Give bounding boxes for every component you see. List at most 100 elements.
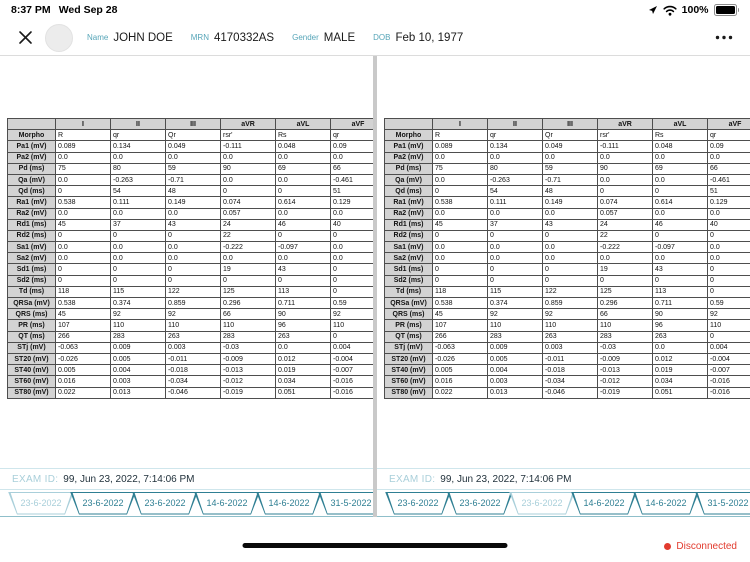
row-label: QRSa (mV) (384, 296, 433, 310)
table-cell: -0.046 (542, 386, 598, 399)
table-row: Sa2 (mV) 0.0 0.0 0.0 0.0 0.0 0.0 (384, 252, 750, 265)
tab-date-label: 14-6-2022 (206, 498, 248, 508)
exam-date-tab[interactable]: 31-5-2022 (318, 492, 373, 515)
exam-date-tab[interactable]: 14-6-2022 (571, 492, 637, 515)
row-label: Ra2 (mV) (384, 207, 433, 220)
row-label: Qd (ms) (7, 185, 56, 198)
exam-date-tab[interactable]: 14-6-2022 (194, 492, 260, 515)
table-cell: -0.03 (597, 341, 653, 354)
table-row: Pa2 (mV) 0.0 0.0 0.0 0.0 0.0 0.0 (384, 151, 750, 164)
table-cell: 0.0 (110, 151, 166, 164)
table-cell: 0.129 (330, 196, 373, 209)
table-cell: 22 (220, 229, 276, 243)
row-label: Sd1 (ms) (7, 263, 56, 276)
table-cell: 0.711 (652, 296, 708, 310)
table-cell: 0.013 (110, 386, 166, 399)
table-cell: 113 (652, 285, 708, 299)
dob-label: DOB (373, 33, 391, 42)
row-label: STj (mV) (384, 341, 433, 354)
table-cell: 51 (330, 185, 373, 198)
table-row: STj (mV) -0.063 0.009 0.003 -0.03 0.0 0.004 (7, 341, 373, 354)
table-cell: -0.016 (330, 386, 373, 399)
home-indicator[interactable] (242, 543, 508, 548)
table-row: Td (ms) 118 115 122 125 113 0 (7, 285, 373, 299)
table-cell: rsr' (220, 129, 276, 142)
table-cell: 125 (597, 285, 653, 299)
table-cell: 0.538 (55, 196, 111, 209)
table-cell: 0.296 (597, 296, 653, 310)
table-cell: 0.013 (487, 386, 543, 399)
table-cell: 118 (432, 285, 488, 299)
row-label: Sd2 (ms) (7, 274, 56, 287)
table-header-row: I II III aVR aVL aVF (384, 118, 750, 131)
column-header: aVL (652, 118, 708, 131)
table-cell: 54 (487, 185, 543, 198)
row-label: QRS (ms) (7, 308, 56, 321)
exam-date-tab[interactable]: 23-6-2022 (509, 492, 575, 515)
column-header: aVF (707, 118, 750, 131)
table-row: Qa (mV) 0.0 -0.263 -0.71 0.0 0.0 -0.461 (384, 173, 750, 187)
table-row: STj (mV) -0.063 0.009 0.003 -0.03 0.0 0.004 (384, 341, 750, 354)
table-cell: 0.0 (542, 252, 598, 265)
row-label: Pa2 (mV) (384, 151, 433, 164)
connection-status-label: Disconnected (676, 541, 737, 552)
table-cell: 0.0 (165, 207, 221, 220)
table-row: Rd2 (ms) 0 0 0 22 0 0 (7, 229, 373, 243)
exam-date-tab[interactable]: 31-5-2022 (695, 492, 750, 515)
table-row: ST20 (mV) -0.026 0.005 -0.011 -0.009 0.012 -0.… (7, 352, 373, 366)
exam-date-tab[interactable]: 23-6-2022 (132, 492, 198, 515)
exam-date-tab[interactable]: 14-6-2022 (256, 492, 322, 515)
tab-date-label: 23-6-2022 (82, 498, 124, 508)
exam-date-tab[interactable]: 23-6-2022 (8, 492, 74, 515)
table-cell: 66 (220, 308, 276, 321)
tab-background (257, 493, 321, 514)
table-cell: 24 (597, 218, 653, 231)
table-cell: -0.263 (110, 173, 166, 187)
table-cell: 0.0 (220, 252, 276, 265)
table-cell: -0.009 (597, 352, 653, 366)
table-cell: 0 (330, 285, 373, 299)
table-cell: -0.019 (597, 386, 653, 399)
table-cell: 0.016 (55, 375, 111, 388)
column-header: aVR (220, 118, 276, 131)
table-cell: 92 (542, 308, 598, 321)
more-options-button[interactable] (713, 31, 735, 44)
table-cell: -0.461 (707, 173, 750, 187)
table-cell: 0.049 (542, 140, 598, 153)
exam-date-tab[interactable]: 14-6-2022 (633, 492, 699, 515)
exam-date-tab[interactable]: 23-6-2022 (447, 492, 513, 515)
table-cell: 0.0 (597, 252, 653, 265)
exam-tabs: 23-6-2022 23-6-2022 23-6-2022 14-6-2022 14-6… (0, 489, 373, 517)
exam-date-tab[interactable]: 23-6-2022 (385, 492, 451, 515)
table-cell: 0.0 (165, 252, 221, 265)
table-cell: 0.149 (165, 196, 221, 209)
connection-status: Disconnected (664, 541, 737, 552)
tab-date-label: 23-6-2022 (521, 498, 563, 508)
status-bar: 8:37 PM Wed Sep 28 100% (0, 0, 750, 20)
table-cell: 263 (542, 330, 598, 343)
column-header: I (432, 118, 488, 131)
table-cell: Rs (652, 129, 708, 142)
table-cell: 0.034 (275, 375, 331, 388)
row-label: PR (ms) (7, 319, 56, 332)
row-label: ST60 (mV) (7, 375, 56, 388)
close-button[interactable] (15, 28, 35, 48)
table-cell: -0.026 (55, 352, 111, 366)
table-cell: 115 (487, 285, 543, 299)
row-label: ST60 (mV) (384, 375, 433, 388)
table-cell: 283 (110, 330, 166, 343)
table-row: Qd (ms) 0 54 48 0 0 51 (7, 185, 373, 198)
table-cell: 45 (55, 218, 111, 231)
table-cell: 96 (275, 319, 331, 332)
table-cell: 37 (110, 218, 166, 231)
table-cell: 19 (597, 263, 653, 276)
table-cell: -0.016 (707, 386, 750, 399)
table-cell: -0.03 (220, 341, 276, 354)
table-cell: -0.007 (330, 364, 373, 377)
exam-date-tab[interactable]: 23-6-2022 (70, 492, 136, 515)
table-cell: 0 (432, 263, 488, 276)
table-cell: 0.59 (330, 296, 373, 310)
table-cell: rsr' (597, 129, 653, 142)
